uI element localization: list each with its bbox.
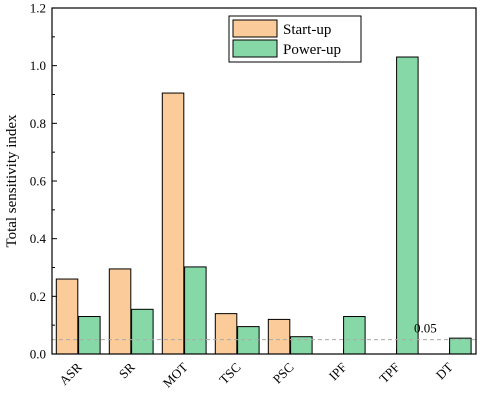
y-tick-label: 0.0: [30, 347, 46, 362]
legend-swatch-start-up: [232, 19, 278, 38]
bar-power-up-ipf: [343, 316, 366, 355]
x-tick-label-sr: SR: [116, 359, 138, 381]
y-axis-label: Total sensitivity index: [4, 114, 20, 248]
x-tick-label-tsc: TSC: [216, 360, 243, 387]
legend-swatch-power-up: [232, 39, 278, 58]
bars-layer: [55, 56, 472, 355]
bar-start-up-asr: [55, 278, 79, 355]
bar-power-up-tsc: [237, 326, 260, 355]
threshold-label: 0.05: [414, 321, 437, 336]
bar-start-up-sr: [108, 268, 132, 355]
bar-start-up-mot: [161, 92, 185, 355]
x-axis: ASR SR MOT TSC PSC IPF TPF DT: [56, 349, 456, 391]
bar-start-up-tsc: [214, 313, 238, 355]
x-tick-label-asr: ASR: [56, 359, 85, 388]
bar-power-up-mot: [184, 266, 207, 355]
y-tick-label: 1.2: [30, 1, 46, 16]
bar-power-up-asr: [78, 316, 101, 355]
bar-power-up-sr: [131, 308, 154, 355]
bar-power-up-tpf: [396, 56, 419, 355]
x-tick-label-mot: MOT: [160, 359, 191, 390]
x-tick-label-psc: PSC: [270, 360, 297, 387]
bar-start-up-psc: [267, 318, 291, 355]
bar-power-up-dt: [449, 337, 472, 355]
y-tick-label: 1.0: [30, 58, 46, 73]
y-axis: 0.0 0.2 0.4 0.6 0.8 1.0 1.2: [30, 1, 57, 362]
y-tick-label: 0.2: [30, 289, 46, 304]
x-tick-label-dt: DT: [433, 359, 456, 382]
x-tick-label-ipf: IPF: [326, 360, 350, 384]
legend-label-start-up: Start-up: [283, 22, 331, 38]
y-tick-label: 0.6: [30, 174, 47, 189]
y-tick-label: 0.8: [30, 116, 46, 131]
y-tick-label: 0.4: [30, 231, 47, 246]
x-tick-label-tpf: TPF: [376, 360, 402, 386]
legend: Start-up Power-up: [228, 15, 362, 63]
legend-label-power-up: Power-up: [283, 42, 341, 58]
